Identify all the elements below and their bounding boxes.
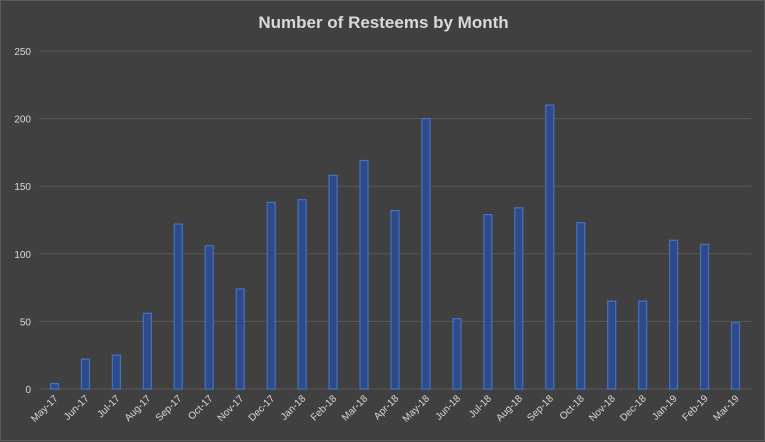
x-tick-label: Jun-18 (434, 393, 464, 423)
x-tick-label: Sep-17 (154, 393, 185, 424)
x-tick-label: Feb-18 (309, 393, 339, 423)
x-tick-label: Oct-17 (186, 393, 215, 422)
x-tick-label: Jul-18 (467, 393, 494, 420)
bar (545, 104, 555, 390)
x-tick-label: Jan-18 (279, 393, 309, 423)
bar (421, 117, 431, 390)
bar (204, 245, 214, 390)
bar (483, 213, 493, 390)
x-tick-label: Jun-17 (62, 393, 92, 423)
bar (514, 207, 524, 390)
bar (49, 382, 60, 390)
x-tick-label: Dec-17 (247, 393, 278, 424)
bar (730, 322, 741, 390)
bar (669, 239, 679, 390)
bar (142, 312, 152, 390)
y-tick-label: 50 (20, 317, 32, 328)
bar (266, 201, 276, 390)
x-tick-label: Nov-18 (587, 393, 618, 424)
bar (638, 300, 648, 390)
y-tick-label: 250 (14, 47, 31, 58)
y-tick-label: 0 (25, 385, 31, 396)
x-tick-label: Aug-18 (494, 393, 525, 424)
x-tick-label: Mar-19 (711, 393, 741, 423)
y-tick-label: 200 (14, 115, 31, 126)
y-tick-label: 150 (14, 182, 31, 193)
bar (576, 222, 586, 390)
x-tick-label: Feb-19 (681, 393, 711, 423)
x-tick-label: Apr-18 (372, 393, 401, 422)
bar (699, 243, 710, 390)
bar (297, 199, 307, 390)
bar (390, 209, 400, 390)
bar (111, 354, 121, 390)
bar (173, 223, 183, 390)
x-tick-label: May-17 (29, 393, 61, 425)
x-tick-label: Nov-17 (216, 393, 247, 424)
bar (607, 300, 617, 390)
x-tick-label: Dec-18 (618, 393, 649, 424)
x-tick-label: Oct-18 (558, 393, 587, 422)
bar (452, 318, 462, 390)
x-tick-label: Jul-17 (95, 393, 122, 420)
chart-title: Number of Resteems by Month (258, 13, 509, 32)
x-tick-label: Jan-19 (650, 393, 680, 423)
bar (80, 358, 91, 390)
y-tick-label: 100 (14, 250, 31, 261)
x-tick-label: Aug-17 (123, 393, 154, 424)
bar (235, 288, 245, 390)
x-tick-label: May-18 (401, 393, 433, 425)
x-tick-label: Mar-18 (340, 393, 370, 423)
bar (328, 174, 338, 390)
x-tick-label: Sep-18 (525, 393, 556, 424)
bar (359, 159, 369, 390)
